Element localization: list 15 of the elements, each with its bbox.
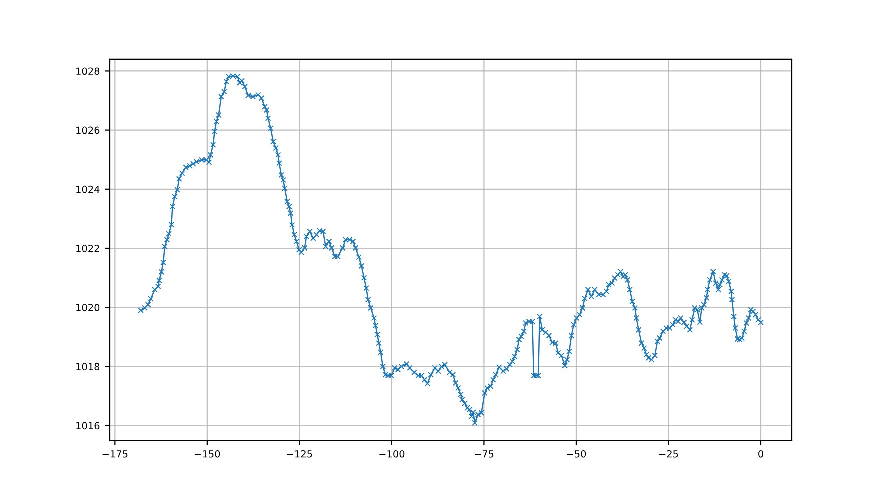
x-tick-label: −75 — [474, 450, 494, 458]
x-tick-label: −175 — [102, 450, 128, 458]
y-tick-label: 1028 — [76, 68, 100, 76]
y-tick-label: 1016 — [76, 422, 100, 430]
y-tick-label: 1026 — [76, 126, 100, 134]
x-tick-label: −50 — [567, 450, 586, 458]
y-tick-label: 1024 — [76, 186, 100, 194]
y-tick-label: 1018 — [76, 363, 100, 371]
x-tick-label: −100 — [380, 450, 405, 458]
y-tick-label: 1022 — [76, 244, 100, 252]
x-tick-label: 0 — [758, 450, 764, 458]
y-tick-label: 1020 — [76, 304, 100, 312]
x-tick-label: −150 — [195, 450, 220, 458]
x-tick-label: −125 — [287, 450, 312, 458]
x-tick-label: −25 — [660, 450, 678, 458]
